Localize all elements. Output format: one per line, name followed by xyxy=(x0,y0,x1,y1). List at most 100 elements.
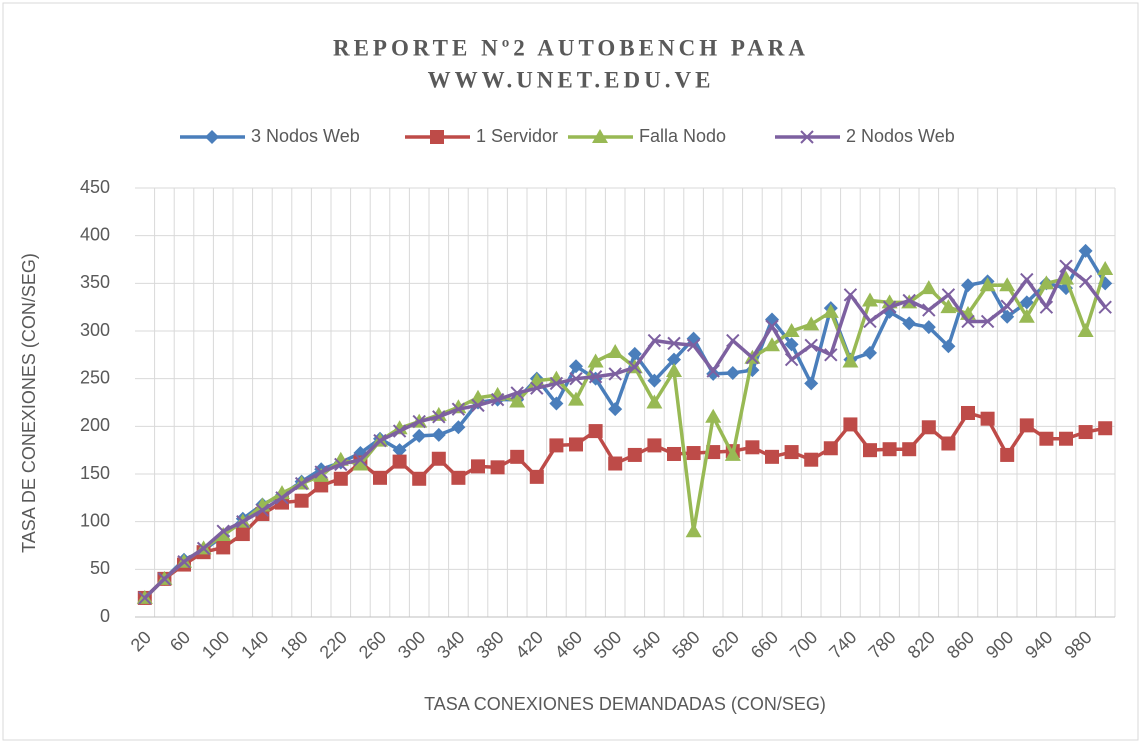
marker xyxy=(1038,275,1055,290)
marker xyxy=(822,303,839,318)
y-tick-label: 0 xyxy=(100,606,110,626)
y-tick-label: 400 xyxy=(80,224,110,244)
marker xyxy=(803,316,820,331)
marker xyxy=(979,277,996,292)
marker xyxy=(902,442,917,457)
legend-label: 2 Nodos Web xyxy=(846,126,955,146)
marker xyxy=(353,452,368,467)
marker xyxy=(940,299,957,314)
legend-label: 1 Servidor xyxy=(476,126,558,146)
marker xyxy=(412,471,427,486)
marker xyxy=(627,447,642,462)
marker xyxy=(627,346,642,361)
marker xyxy=(882,300,897,314)
marker xyxy=(765,319,779,333)
marker xyxy=(862,292,878,307)
marker xyxy=(1098,421,1113,436)
y-tick-label: 200 xyxy=(80,415,110,435)
marker xyxy=(490,392,505,407)
marker xyxy=(941,339,956,354)
marker xyxy=(1078,274,1093,289)
marker xyxy=(352,456,369,471)
marker xyxy=(1097,261,1114,276)
legend-label: Falla Nodo xyxy=(639,126,726,146)
marker xyxy=(549,376,564,391)
marker xyxy=(1078,243,1093,258)
marker xyxy=(863,314,877,329)
marker xyxy=(510,449,525,464)
marker xyxy=(764,337,780,352)
marker xyxy=(549,438,564,453)
marker xyxy=(1019,295,1034,310)
marker xyxy=(430,130,444,144)
marker xyxy=(431,451,446,466)
marker xyxy=(373,470,387,485)
marker xyxy=(843,417,858,432)
marker xyxy=(608,456,623,471)
marker xyxy=(726,333,740,348)
marker xyxy=(392,443,407,458)
marker xyxy=(724,446,741,461)
marker xyxy=(568,391,584,406)
marker xyxy=(509,393,526,408)
marker xyxy=(800,130,814,144)
marker xyxy=(706,445,721,460)
marker xyxy=(451,470,466,485)
marker xyxy=(823,441,838,456)
marker xyxy=(647,438,662,453)
marker xyxy=(275,491,289,505)
marker xyxy=(706,366,721,381)
marker xyxy=(783,323,800,337)
marker xyxy=(314,478,329,493)
marker xyxy=(920,280,937,295)
y-tick-label: 350 xyxy=(80,272,110,292)
marker xyxy=(334,457,348,472)
y-axis-label: TASA DE CONEXIONES (CON/SEG) xyxy=(19,253,39,553)
marker xyxy=(725,365,740,380)
marker xyxy=(373,433,387,448)
marker xyxy=(471,398,485,413)
marker xyxy=(177,554,191,569)
marker xyxy=(1019,418,1034,433)
marker xyxy=(961,314,975,329)
marker xyxy=(804,452,819,467)
marker xyxy=(647,333,662,348)
marker xyxy=(784,352,799,367)
marker xyxy=(765,449,779,464)
y-tick-label: 150 xyxy=(80,463,110,483)
marker xyxy=(196,541,211,556)
marker xyxy=(510,386,524,400)
y-tick-label: 100 xyxy=(80,510,110,530)
marker xyxy=(646,394,663,409)
marker xyxy=(529,469,544,484)
marker xyxy=(1000,447,1015,462)
marker xyxy=(941,288,956,302)
marker xyxy=(784,337,799,352)
marker xyxy=(205,130,219,144)
marker xyxy=(921,420,936,435)
marker xyxy=(921,320,936,335)
marker xyxy=(961,405,975,420)
marker xyxy=(333,471,348,486)
marker xyxy=(592,129,608,143)
marker xyxy=(471,459,485,474)
marker xyxy=(569,437,583,452)
marker xyxy=(1039,431,1054,446)
marker xyxy=(804,376,819,391)
marker xyxy=(451,420,466,435)
marker xyxy=(294,493,309,508)
marker xyxy=(999,277,1016,292)
marker xyxy=(216,540,231,555)
marker xyxy=(216,524,230,538)
marker xyxy=(1078,425,1093,440)
marker xyxy=(647,373,662,388)
marker xyxy=(863,345,877,360)
marker xyxy=(608,402,623,417)
marker xyxy=(294,476,309,491)
marker xyxy=(215,527,232,542)
marker xyxy=(569,371,583,386)
marker xyxy=(235,527,250,542)
x-axis-label: TASA CONEXIONES DEMANDADAS (CON/SEG) xyxy=(424,694,826,714)
marker xyxy=(530,381,544,395)
marker xyxy=(313,467,330,482)
